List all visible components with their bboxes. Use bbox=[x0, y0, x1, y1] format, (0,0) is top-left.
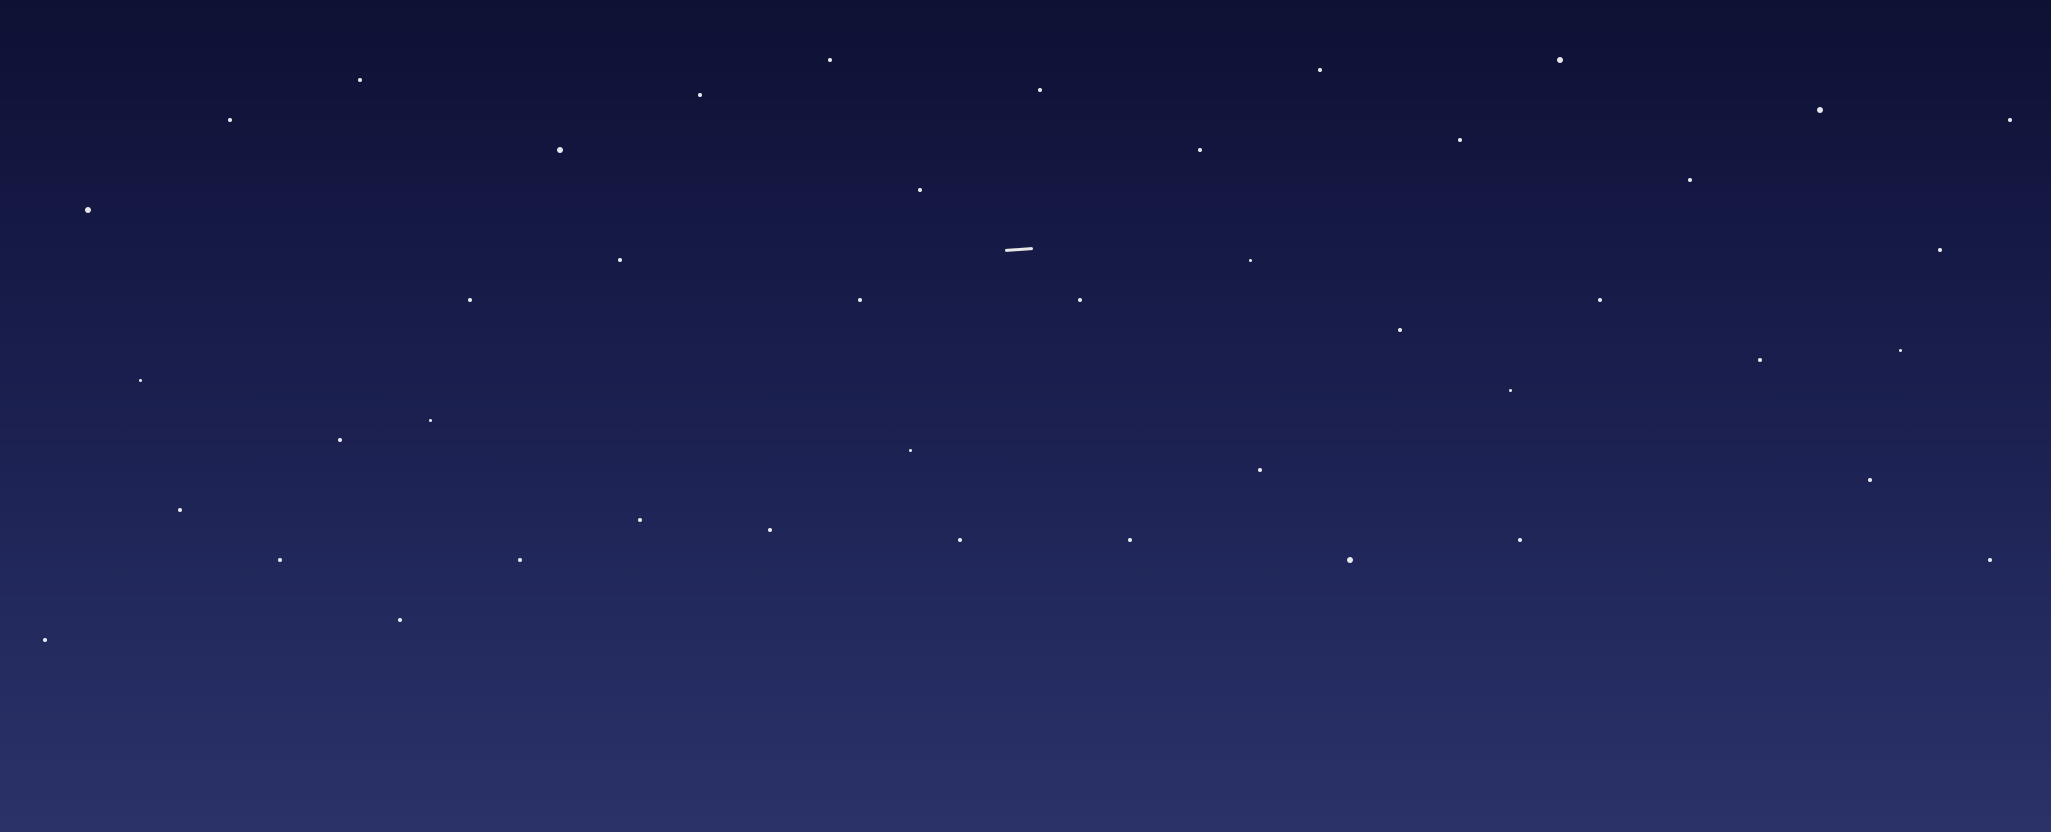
star bbox=[1128, 538, 1132, 542]
star bbox=[1347, 557, 1353, 563]
star bbox=[228, 118, 232, 122]
star bbox=[618, 258, 622, 262]
star bbox=[468, 298, 472, 302]
star bbox=[1198, 148, 1202, 152]
star bbox=[557, 147, 563, 153]
star bbox=[518, 558, 522, 562]
star bbox=[1557, 57, 1563, 63]
star bbox=[1899, 349, 1902, 352]
star bbox=[1458, 138, 1462, 142]
star bbox=[958, 538, 962, 542]
star bbox=[1988, 558, 1992, 562]
star bbox=[768, 528, 772, 532]
star bbox=[139, 379, 142, 382]
star bbox=[1598, 298, 1602, 302]
star bbox=[429, 419, 432, 422]
star bbox=[698, 93, 702, 97]
star bbox=[1318, 68, 1322, 72]
star bbox=[85, 207, 91, 213]
star bbox=[1868, 478, 1872, 482]
star bbox=[358, 78, 362, 82]
star bbox=[398, 618, 402, 622]
star bbox=[1078, 298, 1082, 302]
star bbox=[1398, 328, 1402, 332]
star bbox=[638, 518, 642, 522]
star bbox=[1938, 248, 1942, 252]
star bbox=[1258, 468, 1262, 472]
star bbox=[338, 438, 342, 442]
star bbox=[909, 449, 912, 452]
star bbox=[1688, 178, 1692, 182]
star bbox=[178, 508, 182, 512]
star bbox=[1758, 358, 1762, 362]
star bbox=[1249, 259, 1252, 262]
star bbox=[918, 188, 922, 192]
star bbox=[2008, 118, 2012, 122]
star bbox=[278, 558, 282, 562]
star bbox=[828, 58, 832, 62]
star bbox=[858, 298, 862, 302]
star bbox=[1509, 389, 1512, 392]
star bbox=[1817, 107, 1823, 113]
star bbox=[1038, 88, 1042, 92]
sky-chart bbox=[0, 0, 2051, 832]
star bbox=[1518, 538, 1522, 542]
star bbox=[43, 638, 47, 642]
horizon-silhouette bbox=[0, 682, 2051, 832]
